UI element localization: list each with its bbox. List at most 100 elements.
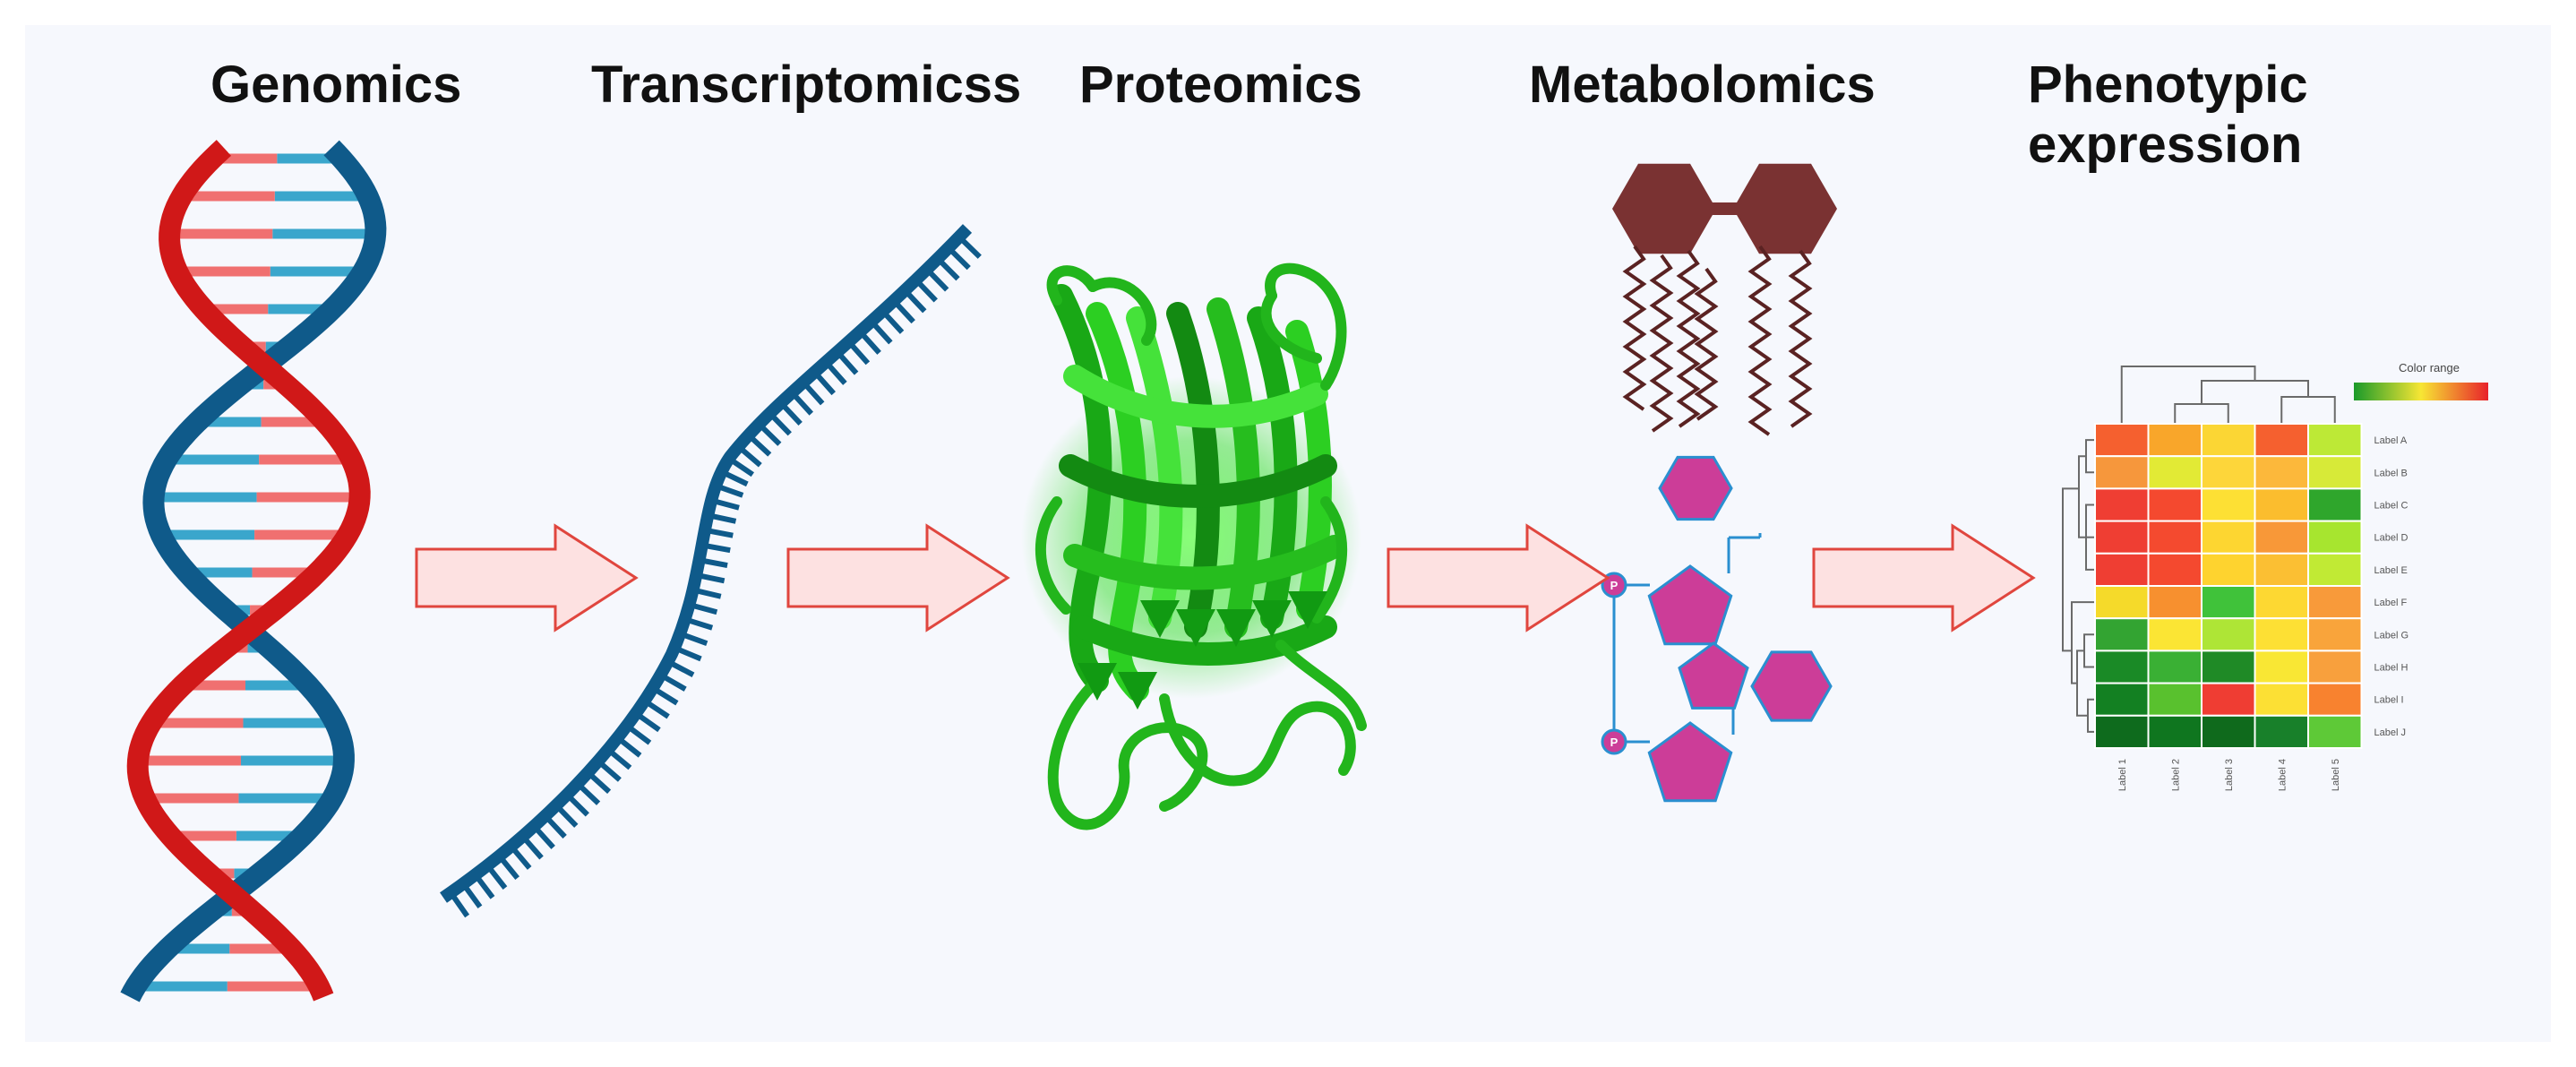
heatmap-row-label: Label C [2374, 501, 2409, 512]
heatmap-cell [2254, 487, 2309, 522]
lipid-molecule [1612, 163, 1837, 436]
phosphate-label-2: P [1610, 736, 1619, 749]
protein-beta-strand [1086, 302, 1149, 701]
heatmap-cell [2094, 487, 2150, 522]
stage-title-metabolomics: Metabolomics [1529, 56, 1876, 114]
heatmap-row-label: Label G [2374, 630, 2409, 641]
stage-title-genomics: Genomics [210, 56, 462, 114]
protein-beta-strand [1059, 454, 1337, 508]
heatmap-row-dendrogram [2062, 487, 2079, 652]
heatmap-cell [2254, 520, 2309, 555]
heatmap-column-label: Label 2 [2170, 759, 2181, 791]
protein-strand-arrowhead [1140, 600, 1180, 638]
heatmap-column-label: Label 3 [2224, 759, 2235, 791]
heatmap-cell [2094, 682, 2150, 717]
right-arrow-icon [1387, 523, 1610, 632]
heatmap-cell [2254, 617, 2309, 652]
heatmap-cell [2307, 650, 2363, 684]
heatmap-cell [2254, 552, 2309, 587]
protein-structure-icon [1021, 262, 1367, 830]
heatmap-row-dendrogram [2085, 439, 2095, 474]
heatmap-cell [2254, 714, 2309, 749]
heatmap-row-label: Label D [2374, 533, 2409, 544]
protein-strand-arrowhead [1118, 672, 1157, 710]
heatmap-column-dendrogram [2201, 380, 2309, 404]
heatmap-row-dendrogram [2078, 455, 2086, 538]
heatmap-cell [2254, 423, 2309, 458]
heatmap-cell [2094, 585, 2150, 620]
right-arrow-icon [786, 523, 1010, 632]
flow-arrows [415, 523, 2036, 632]
heatmap-cell [2147, 585, 2202, 620]
heatmap-row-label: Label B [2374, 468, 2408, 478]
rna-strand-icon [440, 224, 982, 918]
heatmap-column-dendrogram [2120, 366, 2256, 424]
heatmap-cell [2201, 487, 2256, 522]
protein-loop [1047, 675, 1208, 830]
heatmap-cell [2094, 520, 2150, 555]
protein-beta-strand [1063, 365, 1328, 428]
heatmap-cell [2094, 423, 2150, 458]
heatmap-dendrograms [2062, 366, 2336, 733]
protein-loop [1046, 265, 1098, 305]
heatmap-row-dendrogram [2083, 633, 2095, 668]
heatmap-column-label: Label 1 [2117, 759, 2128, 791]
heatmap-cell [2147, 617, 2202, 652]
heatmap-cells [2094, 423, 2363, 749]
heatmap-color-range-label: Color range [2399, 361, 2460, 374]
rna-backbone [440, 224, 973, 903]
heatmap-cell [2094, 650, 2150, 684]
heatmap-column-label: Label 5 [2331, 759, 2341, 791]
heatmap-cell [2201, 455, 2256, 490]
sugar-pentose [1647, 564, 1733, 646]
heatmap-cell [2147, 682, 2202, 717]
heatmap-column-dendrogram [2280, 396, 2336, 424]
heatmap-cell [2094, 455, 2150, 490]
heatmap-column-label: Label 4 [2277, 759, 2288, 791]
protein-beta-barrel [1035, 262, 1367, 830]
heatmap-cell [2307, 585, 2363, 620]
lipid-tail [1788, 249, 1813, 428]
heatmap-cell [2201, 520, 2256, 555]
heatmap-row-label: Label I [2374, 695, 2404, 706]
protein-loop [1311, 496, 1348, 624]
heatmap-cell [2201, 714, 2256, 749]
phosphate-marker-1: P [1601, 572, 1627, 598]
heatmap-icon: Label A Label B Label C Label D Label E Label… [2062, 361, 2488, 791]
heatmap-cell [2201, 650, 2256, 684]
heatmap-cell [2307, 423, 2363, 458]
heatmap-cell [2201, 552, 2256, 587]
heatmap-row-label: Label H [2374, 663, 2409, 674]
heatmap-cell [2094, 617, 2150, 652]
sugar-pentose [1678, 641, 1749, 710]
heatmap-row-dendrogram [2071, 601, 2095, 684]
protein-loop [1275, 640, 1367, 731]
heatmap-cell [2201, 585, 2256, 620]
lipid-tail [1676, 249, 1701, 428]
protein-strand-arrowhead [1216, 609, 1256, 647]
heatmap-cell [2254, 682, 2309, 717]
heatmap-cell [2254, 455, 2309, 490]
phosphorylated-sugars [1612, 455, 1833, 803]
phosphate-label-1: P [1610, 579, 1619, 592]
heatmap-color-range-bar [2354, 383, 2488, 400]
protein-loop [1260, 290, 1322, 364]
sugar-hexose [1750, 650, 1833, 722]
protein-strand-arrowhead [1176, 609, 1215, 647]
dna-strand-red [126, 140, 371, 1002]
heatmap-cell [2147, 714, 2202, 749]
heatmap-cell [2147, 520, 2202, 555]
heatmap-cell [2147, 487, 2202, 522]
stage-title-transcriptomics: Transcriptomicss [591, 56, 1022, 114]
heatmap-cell [2147, 650, 2202, 684]
protein-beta-strand [1050, 284, 1112, 693]
heatmap-cell [2147, 455, 2202, 490]
dna-double-helix-icon [120, 140, 387, 1002]
protein-strand-arrowhead [1288, 591, 1327, 629]
stage-title-proteomics: Proteomics [1079, 56, 1362, 114]
protein-strand-arrowhead [1078, 663, 1117, 701]
heatmap-cell [2201, 423, 2256, 458]
sugar-pentose [1647, 721, 1733, 803]
